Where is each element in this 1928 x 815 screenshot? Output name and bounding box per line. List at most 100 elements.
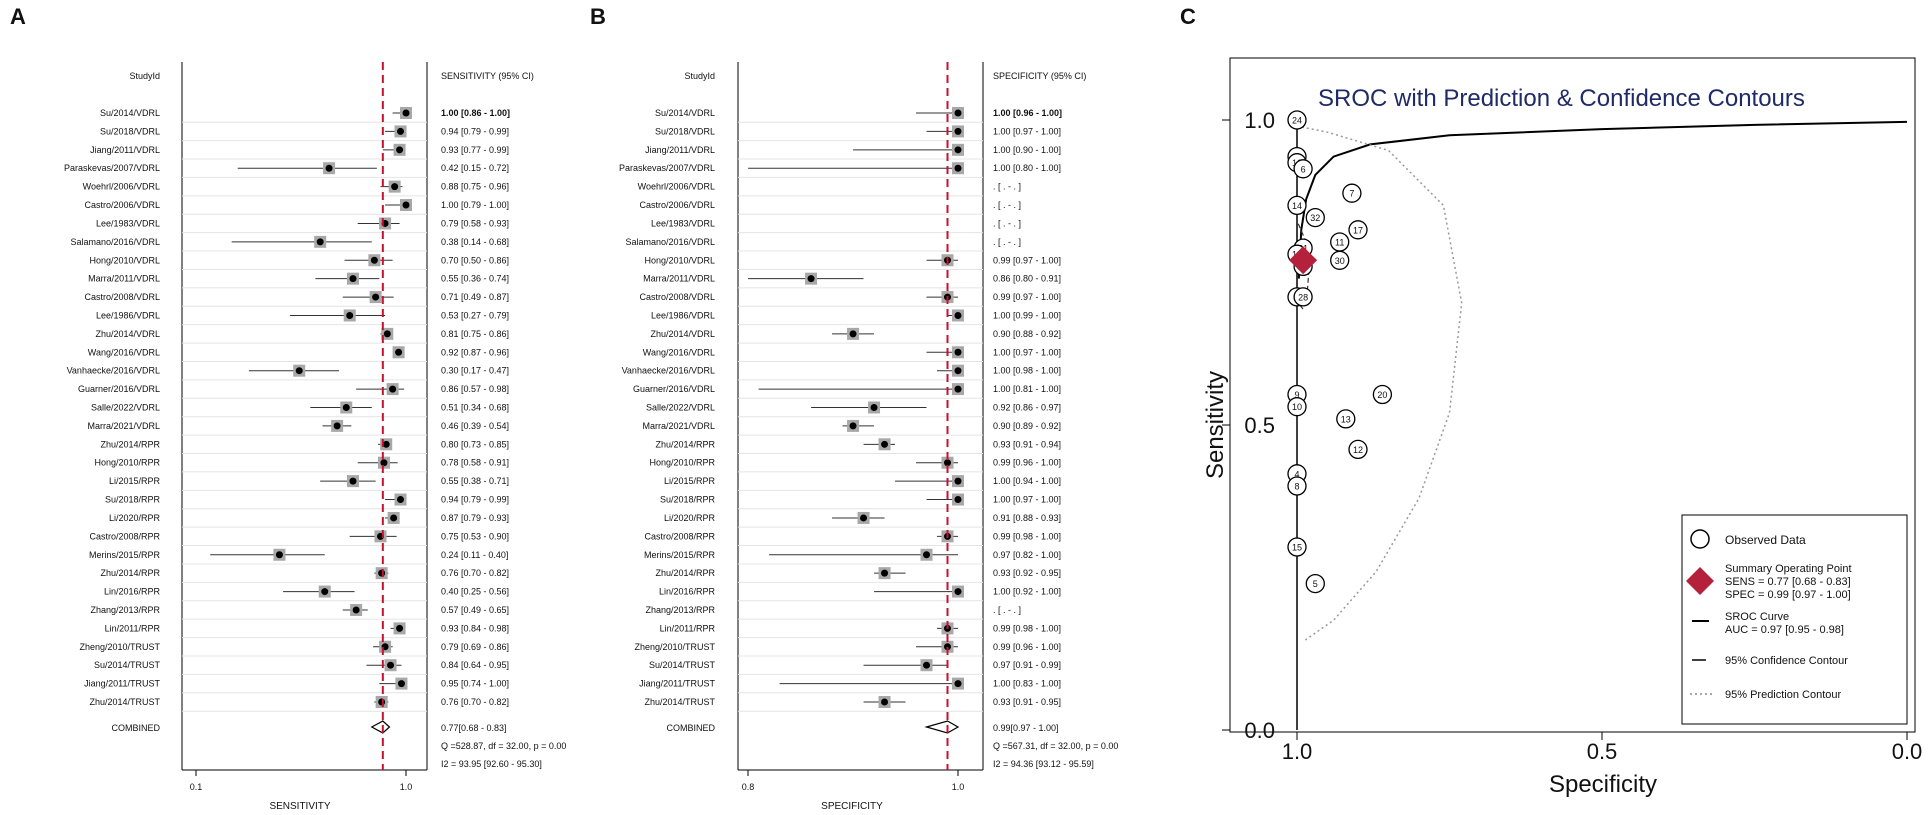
point-estimate	[402, 201, 410, 209]
study-ci-value: 0.79 [0.69 - 0.86]	[441, 642, 509, 652]
study-label: Castro/2006/VDRL	[84, 200, 160, 210]
point-estimate	[321, 588, 329, 596]
study-label: Li/2020/RPR	[664, 513, 716, 523]
study-ci-value: 1.00 [0.98 - 1.00]	[993, 366, 1061, 376]
heterogeneity-i2: I2 = 94.36 [93.12 - 95.59]	[993, 759, 1094, 769]
heterogeneity-q: Q =567.31, df = 32.00, p = 0.00	[993, 741, 1118, 751]
point-estimate	[346, 311, 354, 319]
study-label: Hong/2010/RPR	[94, 458, 160, 468]
x-tick-label: 0.0	[1892, 739, 1923, 764]
legend-observed-symbol	[1690, 529, 1710, 549]
point-estimate	[954, 311, 962, 319]
point-estimate	[378, 698, 386, 706]
study-label: Jiang/2011/TRUST	[84, 679, 160, 689]
point-estimate	[295, 367, 303, 375]
point-estimate	[923, 551, 931, 559]
study-ci-value: 1.00 [0.96 - 1.00]	[993, 108, 1062, 118]
observed-point-label: 4	[1294, 469, 1299, 479]
observed-point-label: 30	[1335, 256, 1345, 266]
point-estimate	[383, 330, 391, 338]
study-ci-value: 1.00 [0.97 - 1.00]	[993, 347, 1061, 357]
study-ci-value: 0.55 [0.36 - 0.74]	[441, 274, 509, 284]
study-ci-value: 0.88 [0.75 - 0.96]	[441, 182, 509, 192]
study-ci-value: 1.00 [0.92 - 1.00]	[993, 587, 1061, 597]
observed-point-label: 7	[1349, 189, 1354, 199]
study-label: Su/2014/TRUST	[94, 660, 161, 670]
legend-observed: Observed Data	[1725, 533, 1806, 547]
x-tick-label: 1.0	[952, 782, 965, 792]
study-label: Lee/1983/VDRL	[651, 218, 715, 228]
point-estimate	[954, 146, 962, 154]
study-ci-value: 0.99 [0.98 - 1.00]	[993, 623, 1061, 633]
y-tick-label: 1.0	[1244, 108, 1275, 133]
observed-point	[1372, 384, 1393, 405]
point-estimate	[954, 109, 962, 117]
observed-point-label: 12	[1353, 445, 1363, 455]
point-estimate	[342, 404, 350, 411]
point-estimate	[397, 680, 405, 688]
point-estimate	[954, 477, 962, 485]
study-ci-value: 0.91 [0.88 - 0.93]	[993, 513, 1061, 523]
combined-text: 0.99[0.97 - 1.00]	[993, 723, 1059, 733]
x-axis-label: SENSITIVITY	[269, 801, 330, 812]
point-estimate	[402, 109, 410, 117]
study-label: Hong/2010/RPR	[649, 458, 715, 468]
observed-point-label: 20	[1377, 390, 1387, 400]
observed-point	[1287, 476, 1307, 496]
study-ci-value: 0.24 [0.11 - 0.40]	[441, 550, 508, 560]
x-tick-label: 1.0	[400, 782, 413, 792]
study-label: Merins/2015/RPR	[89, 550, 161, 560]
study-ci-value: 0.80 [0.73 - 0.85]	[441, 439, 509, 449]
point-estimate	[382, 440, 390, 448]
panel-letter-c: C	[1180, 4, 1196, 29]
combined-label: COMBINED	[666, 723, 715, 733]
study-label: Zheng/2010/TRUST	[634, 642, 715, 652]
study-label: Castro/2008/VDRL	[639, 292, 715, 302]
point-estimate	[316, 238, 324, 246]
study-ci-value: 0.93 [0.84 - 0.98]	[441, 623, 509, 633]
study-ci-value: 1.00 [0.94 - 1.00]	[993, 476, 1061, 486]
point-estimate	[849, 330, 857, 338]
observed-point-label: 6	[1301, 164, 1306, 174]
point-estimate	[944, 459, 952, 467]
panel-letter-a: A	[10, 4, 26, 29]
study-ci-value: 1.00 [0.83 - 1.00]	[993, 679, 1061, 689]
legend-box	[1681, 514, 1908, 725]
study-ci-value: 0.93 [0.91 - 0.94]	[993, 439, 1061, 449]
study-ci-value: 0.38 [0.14 - 0.68]	[441, 237, 509, 247]
x-axis-ticks: 0.1 1.0	[190, 770, 413, 792]
study-label: Lin/2016/RPR	[104, 587, 161, 597]
x-tick-label: 0.1	[190, 782, 203, 792]
sroc-plot: SROC with Prediction & Confidence Contou…	[1202, 57, 1923, 798]
study-label: Marra/2011/VDRL	[88, 274, 160, 284]
observed-point-label: 28	[1298, 292, 1308, 302]
study-ci-value: 0.92 [0.87 - 0.96]	[441, 347, 509, 357]
observed-point	[1348, 439, 1368, 460]
observed-point-label: 32	[1310, 213, 1320, 223]
legend: Observed Data Summary Operating Point SE…	[1681, 514, 1908, 725]
point-estimate	[954, 348, 962, 356]
plot-frame	[1229, 57, 1916, 733]
study-header: StudyId	[684, 71, 715, 81]
observed-point	[1287, 195, 1307, 216]
study-ci-value: 0.94 [0.79 - 0.99]	[441, 495, 509, 505]
legend-sroc-auc: AUC = 0.97 [0.95 - 0.98]	[1725, 624, 1844, 636]
legend-summary-sens: SENS = 0.77 [0.68 - 0.83]	[1725, 576, 1851, 588]
study-ci-value: 0.90 [0.89 - 0.92]	[993, 421, 1061, 431]
study-label: Lee/1986/VDRL	[651, 310, 715, 320]
sroc-curves	[1296, 120, 1908, 730]
study-ci-value: 0.46 [0.39 - 0.54]	[441, 421, 509, 431]
sroc-curve	[1297, 120, 1908, 279]
study-ci-value: 0.55 [0.38 - 0.71]	[441, 476, 509, 486]
study-ci-value: 0.51 [0.34 - 0.68]	[441, 403, 509, 413]
study-label: Su/2018/RPR	[660, 495, 716, 505]
legend-sroc-title: SROC Curve	[1725, 611, 1789, 623]
study-label: Su/2018/VDRL	[655, 126, 715, 136]
point-estimate	[349, 477, 357, 485]
study-label: Zhu/2014/RPR	[655, 568, 715, 578]
observed-point-label: 8	[1294, 482, 1299, 492]
study-label: Jiang/2011/VDRL	[90, 145, 160, 155]
observed-point	[1305, 573, 1325, 594]
study-label: Zhu/2014/RPR	[100, 568, 160, 578]
study-ci-value: . [ . - . ]	[993, 182, 1021, 192]
